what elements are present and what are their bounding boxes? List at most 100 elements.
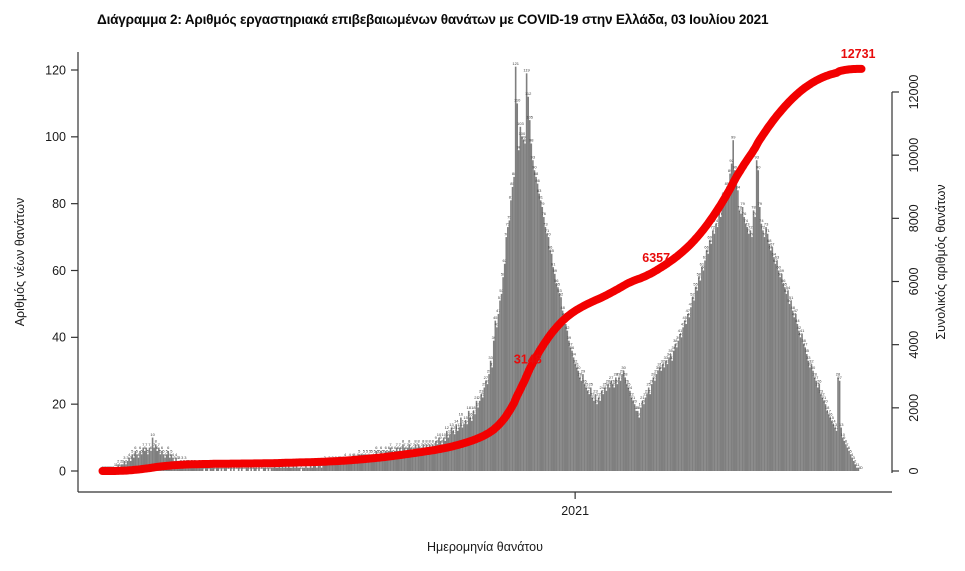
bar: [291, 467, 293, 471]
bar-value-label: 6: [405, 445, 408, 450]
bar-value-label: 36: [570, 345, 575, 350]
bar-value-label: 74: [759, 218, 764, 223]
bar-value-label: 43: [495, 322, 500, 327]
bar: [588, 394, 591, 471]
bar: [713, 233, 716, 471]
bar-value-label: 90: [733, 164, 738, 169]
bar: [143, 450, 146, 471]
bar: [298, 467, 301, 471]
bar-value-label: 4: [172, 452, 175, 457]
bar: [425, 444, 428, 471]
bar-value-label: 12: [456, 425, 461, 430]
bar: [150, 450, 152, 471]
bar-value-label: 34: [667, 352, 672, 357]
bar-value-label: 2: [117, 459, 120, 464]
bar: [646, 394, 648, 471]
bar-value-label: 0: [266, 465, 269, 470]
left-tick-label: 20: [52, 397, 66, 411]
bar-value-label: 10: [446, 432, 451, 437]
bar-value-label: 6: [134, 445, 137, 450]
bar-value-label: 4: [361, 452, 364, 457]
bar-value-label: 47: [794, 308, 799, 313]
bar: [488, 374, 490, 471]
bar: [784, 287, 786, 471]
bar: [411, 450, 414, 471]
bar-value-label: 70: [504, 231, 509, 236]
bar-value-label: 6: [161, 445, 164, 450]
bar: [294, 467, 296, 471]
bar-value-label: 4: [349, 452, 352, 457]
bar-value-label: 8: [414, 439, 417, 444]
bar: [500, 293, 503, 471]
bar-value-label: 5: [381, 449, 384, 454]
bar-value-label: 7: [396, 442, 399, 447]
cumulative-annotation: 3148: [514, 353, 542, 367]
bar: [823, 400, 825, 471]
bar-value-label: 33: [488, 355, 493, 360]
bar: [350, 460, 353, 471]
bar: [245, 467, 248, 471]
bar: [253, 467, 256, 471]
bar-value-label: 8: [417, 439, 420, 444]
bar-value-label: 51: [789, 295, 794, 300]
bar-value-label: 63: [775, 255, 780, 260]
bar-value-label: 3: [123, 455, 126, 460]
bar: [610, 380, 612, 471]
bar-value-label: 79: [758, 201, 763, 206]
bar: [707, 253, 709, 471]
bar-value-label: 76: [742, 211, 747, 216]
bar: [136, 454, 138, 471]
bar-value-label: 33: [806, 355, 811, 360]
bar: [549, 250, 551, 471]
bar-value-label: 21: [822, 395, 827, 400]
bar-value-label: 23: [645, 388, 650, 393]
bar: [685, 323, 688, 471]
bar: [665, 360, 667, 471]
bar: [510, 200, 512, 471]
bar-value-label: 24: [585, 385, 590, 390]
bar: [821, 397, 824, 471]
bar-value-label: 0: [269, 465, 272, 470]
bar: [431, 444, 434, 471]
bar: [715, 223, 717, 471]
bar: [322, 464, 324, 471]
bar: [816, 387, 819, 471]
bar-value-label: 27: [837, 375, 842, 380]
bar-value-label: 6: [419, 445, 422, 450]
bar: [625, 384, 628, 471]
bar: [314, 464, 317, 471]
bar: [197, 467, 199, 471]
bar-value-label: 76: [718, 211, 723, 216]
bar: [768, 243, 770, 471]
bar: [702, 270, 705, 471]
bar-value-label: 54: [786, 285, 791, 290]
bar-value-label: 20: [595, 398, 600, 403]
bar-value-label: 3: [130, 455, 133, 460]
bar: [328, 460, 331, 471]
bar-value-label: 28: [623, 372, 628, 377]
bar-value-label: 5: [363, 449, 366, 454]
bar-value-label: 3: [184, 455, 187, 460]
bar-value-label: 6: [150, 445, 153, 450]
bar: [383, 454, 385, 471]
chart-title: Διάγραμμα 2: Αριθμός εργαστηριακά επιβεβ…: [97, 12, 769, 27]
bar: [616, 384, 619, 471]
bar-value-label: 3: [853, 455, 856, 460]
bar: [830, 420, 833, 472]
bar-value-label: 10: [441, 432, 446, 437]
bar: [511, 186, 514, 471]
bar: [439, 440, 442, 471]
bar: [668, 357, 670, 471]
left-tick-label: 0: [59, 464, 66, 478]
bar: [458, 427, 461, 471]
bar: [453, 434, 456, 471]
bar-value-label: 7: [846, 442, 849, 447]
bar-value-label: 5: [378, 449, 381, 454]
bar-value-label: 25: [815, 382, 820, 387]
bar: [716, 227, 719, 471]
bar: [762, 230, 764, 471]
bar-value-label: 6: [375, 445, 378, 450]
bar-value-label: 16: [828, 412, 833, 417]
bar: [508, 220, 511, 472]
bar-value-label: 4: [137, 452, 140, 457]
